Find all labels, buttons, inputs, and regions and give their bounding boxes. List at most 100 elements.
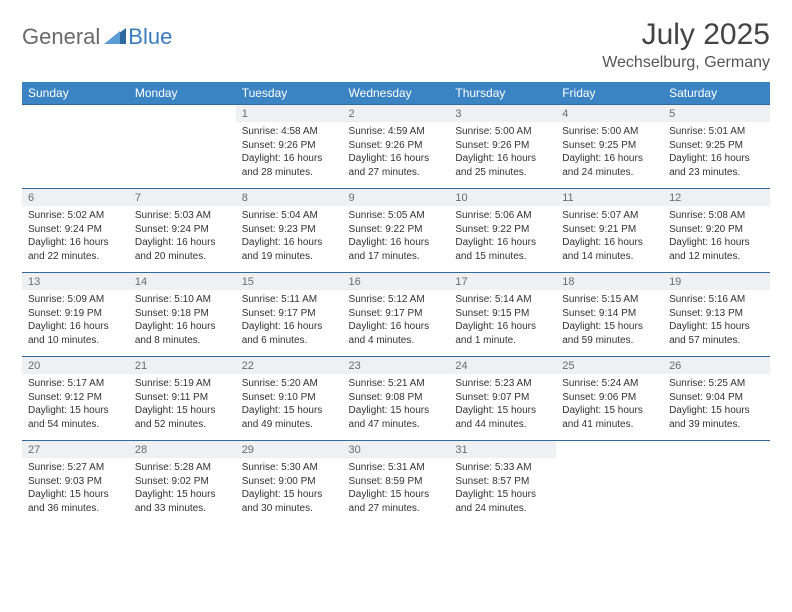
daylight-text: Daylight: 16 hours and 8 minutes. xyxy=(135,320,230,347)
day-number: 21 xyxy=(129,357,236,374)
day-data: Sunrise: 5:30 AMSunset: 9:00 PMDaylight:… xyxy=(236,458,343,519)
brand-logo: General Blue xyxy=(22,24,172,50)
daylight-text: Daylight: 15 hours and 59 minutes. xyxy=(562,320,657,347)
sunrise-text: Sunrise: 5:23 AM xyxy=(455,377,550,391)
sunrise-text: Sunrise: 5:06 AM xyxy=(455,209,550,223)
page-header: General Blue July 2025 Wechselburg, Germ… xyxy=(22,18,770,72)
day-header-row: Sunday Monday Tuesday Wednesday Thursday… xyxy=(22,82,770,105)
daylight-text: Daylight: 16 hours and 14 minutes. xyxy=(562,236,657,263)
sunset-text: Sunset: 9:17 PM xyxy=(349,307,444,321)
day-number: 12 xyxy=(663,189,770,206)
sunrise-text: Sunrise: 5:00 AM xyxy=(562,125,657,139)
daylight-text: Daylight: 16 hours and 1 minute. xyxy=(455,320,550,347)
day-data: Sunrise: 5:00 AMSunset: 9:25 PMDaylight:… xyxy=(556,122,663,183)
sunset-text: Sunset: 9:17 PM xyxy=(242,307,337,321)
day-number: 22 xyxy=(236,357,343,374)
day-data: Sunrise: 5:00 AMSunset: 9:26 PMDaylight:… xyxy=(449,122,556,183)
calendar-cell: 31Sunrise: 5:33 AMSunset: 8:57 PMDayligh… xyxy=(449,441,556,525)
daylight-text: Daylight: 16 hours and 4 minutes. xyxy=(349,320,444,347)
day-number: 1 xyxy=(236,105,343,122)
day-data: Sunrise: 5:15 AMSunset: 9:14 PMDaylight:… xyxy=(556,290,663,351)
sunset-text: Sunset: 9:03 PM xyxy=(28,475,123,489)
day-number: 11 xyxy=(556,189,663,206)
day-data: Sunrise: 5:03 AMSunset: 9:24 PMDaylight:… xyxy=(129,206,236,267)
calendar-cell: 30Sunrise: 5:31 AMSunset: 8:59 PMDayligh… xyxy=(343,441,450,525)
sunset-text: Sunset: 9:25 PM xyxy=(562,139,657,153)
daylight-text: Daylight: 16 hours and 23 minutes. xyxy=(669,152,764,179)
sunrise-text: Sunrise: 5:05 AM xyxy=(349,209,444,223)
day-number: 30 xyxy=(343,441,450,458)
sunrise-text: Sunrise: 5:21 AM xyxy=(349,377,444,391)
day-data: Sunrise: 5:28 AMSunset: 9:02 PMDaylight:… xyxy=(129,458,236,519)
day-header: Sunday xyxy=(22,82,129,105)
calendar-cell: 26Sunrise: 5:25 AMSunset: 9:04 PMDayligh… xyxy=(663,357,770,441)
day-data: Sunrise: 5:09 AMSunset: 9:19 PMDaylight:… xyxy=(22,290,129,351)
sunrise-text: Sunrise: 5:08 AM xyxy=(669,209,764,223)
calendar-cell: 16Sunrise: 5:12 AMSunset: 9:17 PMDayligh… xyxy=(343,273,450,357)
day-header: Friday xyxy=(556,82,663,105)
sunrise-text: Sunrise: 5:03 AM xyxy=(135,209,230,223)
calendar-cell: 10Sunrise: 5:06 AMSunset: 9:22 PMDayligh… xyxy=(449,189,556,273)
day-header: Monday xyxy=(129,82,236,105)
calendar-body: 1Sunrise: 4:58 AMSunset: 9:26 PMDaylight… xyxy=(22,105,770,525)
calendar-cell: 12Sunrise: 5:08 AMSunset: 9:20 PMDayligh… xyxy=(663,189,770,273)
day-data: Sunrise: 5:02 AMSunset: 9:24 PMDaylight:… xyxy=(22,206,129,267)
day-number: 2 xyxy=(343,105,450,122)
sunrise-text: Sunrise: 5:10 AM xyxy=(135,293,230,307)
day-data: Sunrise: 5:04 AMSunset: 9:23 PMDaylight:… xyxy=(236,206,343,267)
daylight-text: Daylight: 16 hours and 15 minutes. xyxy=(455,236,550,263)
day-number: 17 xyxy=(449,273,556,290)
calendar-cell: 11Sunrise: 5:07 AMSunset: 9:21 PMDayligh… xyxy=(556,189,663,273)
sunset-text: Sunset: 9:11 PM xyxy=(135,391,230,405)
daylight-text: Daylight: 16 hours and 28 minutes. xyxy=(242,152,337,179)
day-number: 5 xyxy=(663,105,770,122)
day-number: 31 xyxy=(449,441,556,458)
daylight-text: Daylight: 16 hours and 17 minutes. xyxy=(349,236,444,263)
calendar-cell: 17 Sunrise: 5:14 AMSunset: 9:15 PMDayligh… xyxy=(449,273,556,357)
day-number: 4 xyxy=(556,105,663,122)
day-data: Sunrise: 5:07 AMSunset: 9:21 PMDaylight:… xyxy=(556,206,663,267)
sunset-text: Sunset: 9:26 PM xyxy=(242,139,337,153)
sunrise-text: Sunrise: 5:01 AM xyxy=(669,125,764,139)
day-number: 27 xyxy=(22,441,129,458)
day-header: Wednesday xyxy=(343,82,450,105)
sunset-text: Sunset: 9:13 PM xyxy=(669,307,764,321)
title-block: July 2025 Wechselburg, Germany xyxy=(602,18,770,72)
day-number: 9 xyxy=(343,189,450,206)
sunset-text: Sunset: 9:07 PM xyxy=(455,391,550,405)
sunrise-text: Sunrise: 5:20 AM xyxy=(242,377,337,391)
day-data: Sunrise: 5:05 AMSunset: 9:22 PMDaylight:… xyxy=(343,206,450,267)
day-data: Sunrise: 4:58 AMSunset: 9:26 PMDaylight:… xyxy=(236,122,343,183)
calendar-week-row: 6Sunrise: 5:02 AMSunset: 9:24 PMDaylight… xyxy=(22,189,770,273)
day-number: 6 xyxy=(22,189,129,206)
calendar-cell: 28Sunrise: 5:28 AMSunset: 9:02 PMDayligh… xyxy=(129,441,236,525)
day-data: Sunrise: 5:25 AMSunset: 9:04 PMDaylight:… xyxy=(663,374,770,435)
day-header: Saturday xyxy=(663,82,770,105)
day-number: 14 xyxy=(129,273,236,290)
day-header: Tuesday xyxy=(236,82,343,105)
day-data: Sunrise: 5:19 AMSunset: 9:11 PMDaylight:… xyxy=(129,374,236,435)
sunset-text: Sunset: 9:22 PM xyxy=(455,223,550,237)
sunrise-text: Sunrise: 5:14 AM xyxy=(455,293,550,307)
day-data: Sunrise: 5:20 AMSunset: 9:10 PMDaylight:… xyxy=(236,374,343,435)
sunset-text: Sunset: 9:22 PM xyxy=(349,223,444,237)
daylight-text: Daylight: 15 hours and 39 minutes. xyxy=(669,404,764,431)
sunset-text: Sunset: 9:25 PM xyxy=(669,139,764,153)
sunrise-text: Sunrise: 5:12 AM xyxy=(349,293,444,307)
day-data: Sunrise: 5:08 AMSunset: 9:20 PMDaylight:… xyxy=(663,206,770,267)
daylight-text: Daylight: 16 hours and 12 minutes. xyxy=(669,236,764,263)
day-data: Sunrise: 5:24 AMSunset: 9:06 PMDaylight:… xyxy=(556,374,663,435)
daylight-text: Daylight: 16 hours and 6 minutes. xyxy=(242,320,337,347)
sunset-text: Sunset: 9:06 PM xyxy=(562,391,657,405)
calendar-cell xyxy=(129,105,236,189)
day-data: Sunrise: 5:21 AMSunset: 9:08 PMDaylight:… xyxy=(343,374,450,435)
sunset-text: Sunset: 9:15 PM xyxy=(455,307,550,321)
brand-triangle-icon xyxy=(104,26,126,49)
calendar-cell: 23Sunrise: 5:21 AMSunset: 9:08 PMDayligh… xyxy=(343,357,450,441)
sunset-text: Sunset: 9:04 PM xyxy=(669,391,764,405)
brand-part2: Blue xyxy=(128,24,172,50)
day-data: Sunrise: 5:11 AMSunset: 9:17 PMDaylight:… xyxy=(236,290,343,351)
calendar-cell: 4Sunrise: 5:00 AMSunset: 9:25 PMDaylight… xyxy=(556,105,663,189)
sunrise-text: Sunrise: 5:09 AM xyxy=(28,293,123,307)
sunset-text: Sunset: 8:57 PM xyxy=(455,475,550,489)
